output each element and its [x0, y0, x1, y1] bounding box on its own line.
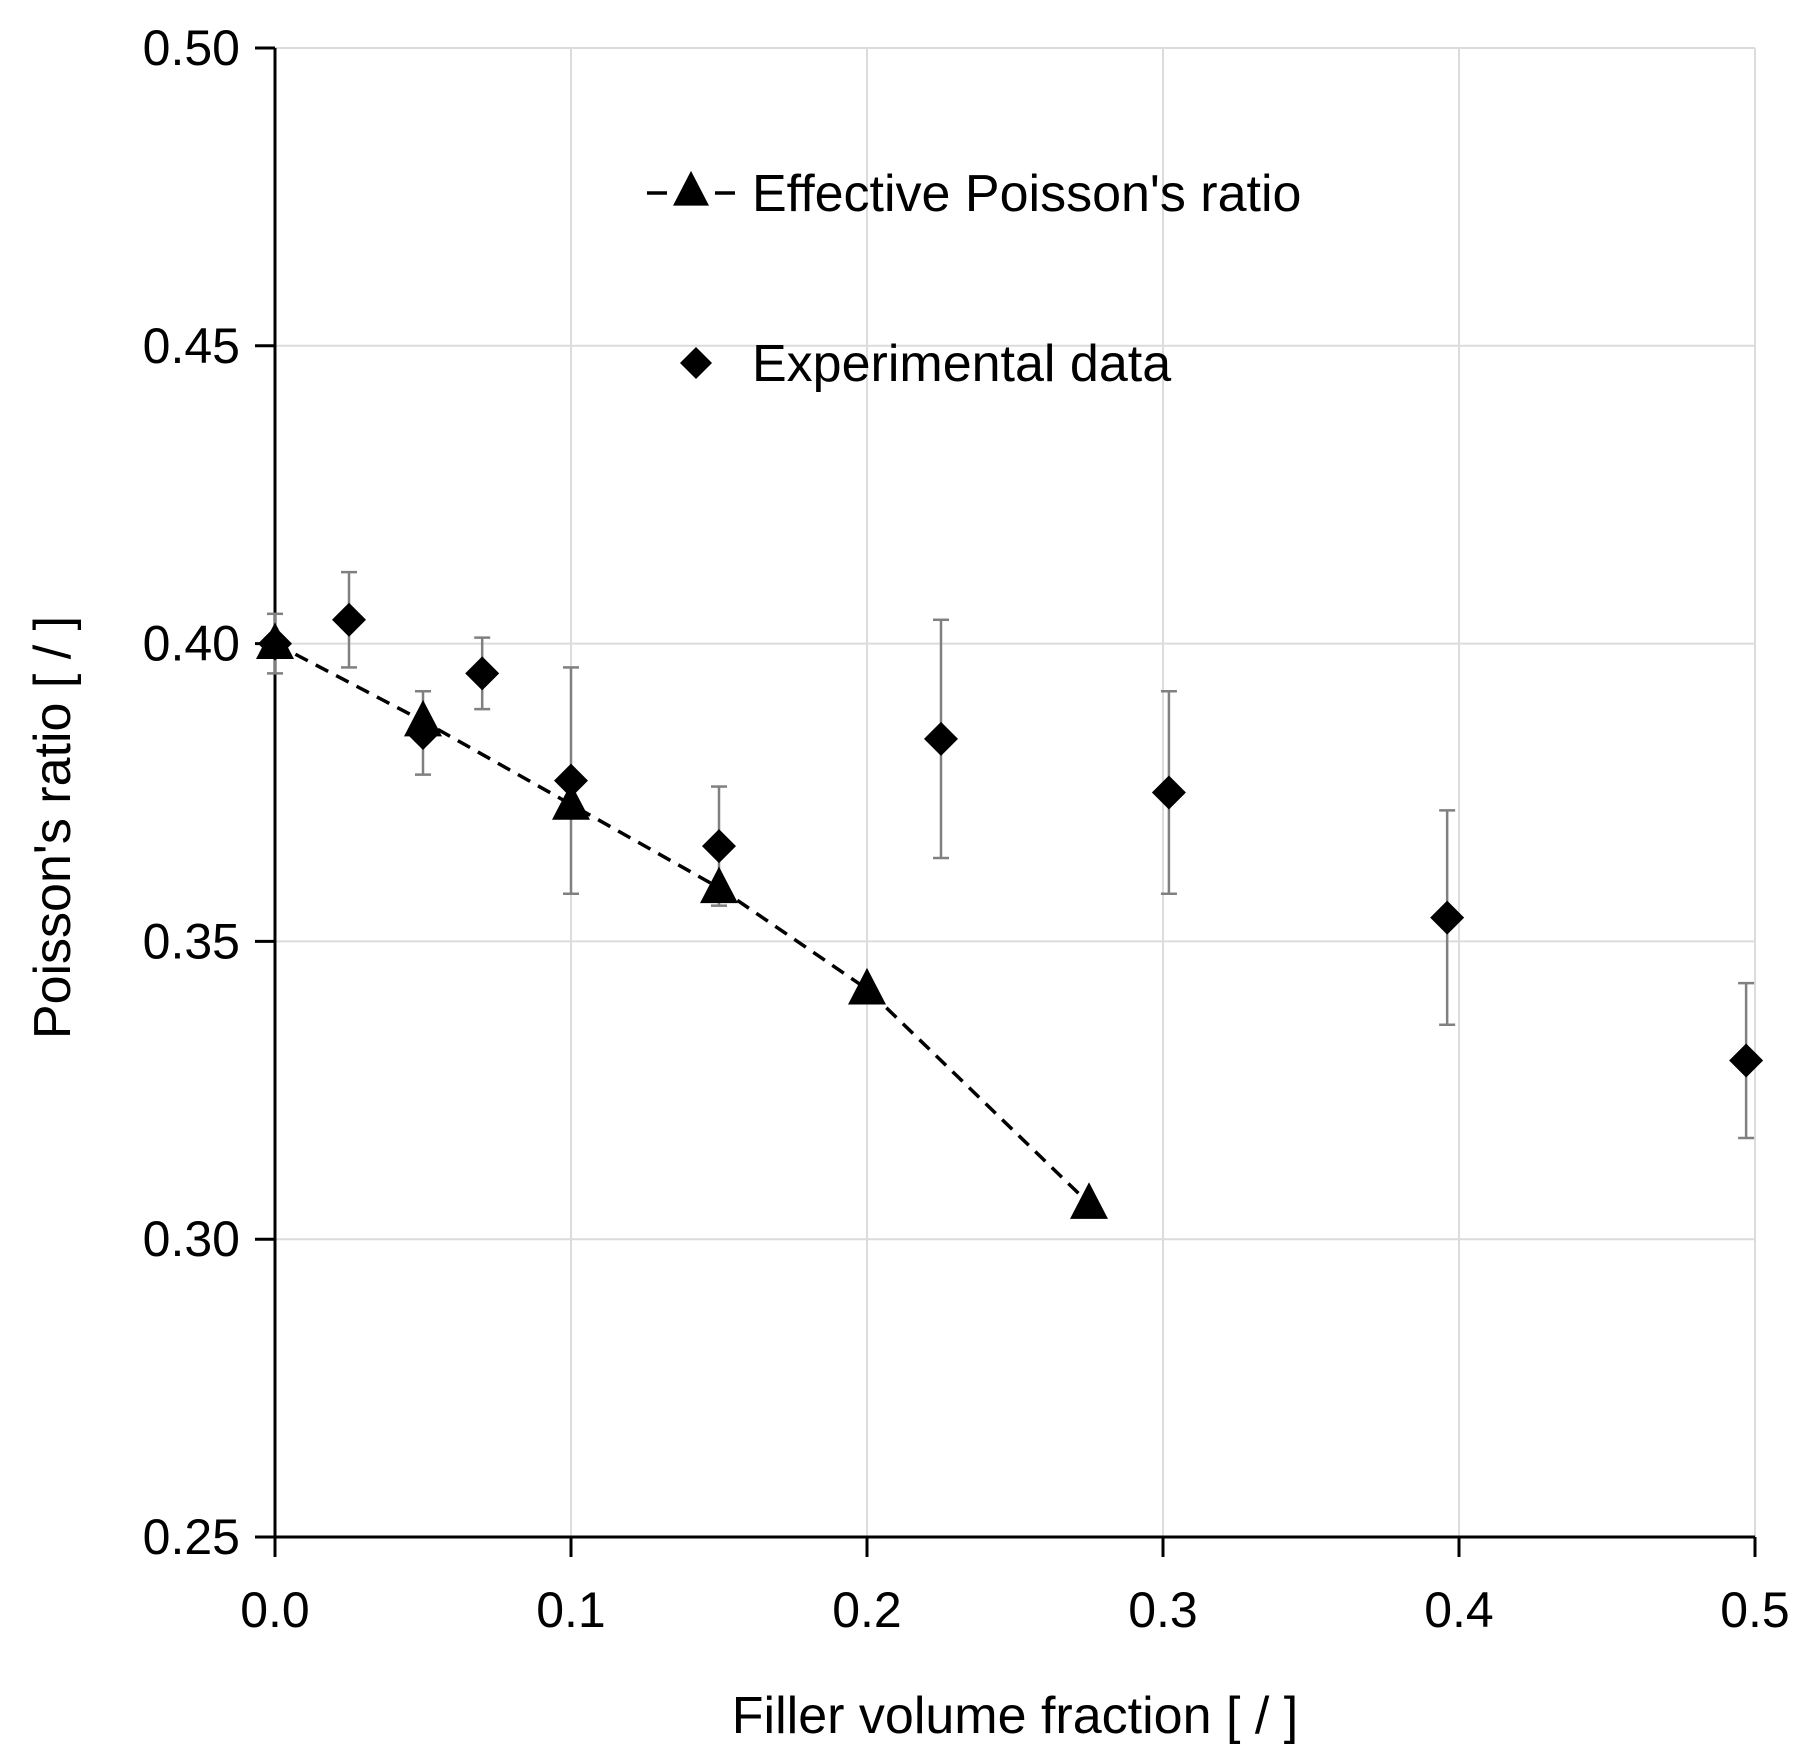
- x-tick-label-4: 0.4: [1424, 1582, 1494, 1638]
- series-lines: [274, 642, 1091, 1205]
- series-effective-line: [274, 642, 1091, 1205]
- x-tick-label-2: 0.2: [832, 1582, 902, 1638]
- experimental-point-0: [258, 626, 292, 661]
- legend-symbol-effective: [647, 170, 735, 206]
- legend-symbol-experimental: [680, 347, 712, 379]
- y-tick-label-4: 0.45: [143, 318, 240, 374]
- tick-labels: 0.25 0.30 0.35 0.40 0.45 0.50 0.0 0.1 0.2 0.3 0.4 0…: [143, 20, 1790, 1638]
- experimental-point-9: [1729, 1043, 1764, 1078]
- legend-label-experimental: Experimental data: [752, 335, 1171, 393]
- effective-point-5: [1070, 1182, 1108, 1219]
- legend-triangle: [673, 170, 709, 206]
- y-tick-label-5: 0.50: [143, 20, 240, 76]
- error-bars: [267, 570, 1755, 1140]
- legend-diamond: [680, 347, 712, 379]
- y-tick-label-0: 0.25: [143, 1509, 240, 1565]
- experimental-point-5: [702, 829, 736, 864]
- x-tick-label-3: 0.3: [1128, 1582, 1198, 1638]
- y-tick-label-2: 0.35: [143, 913, 240, 969]
- legend: Effective Poisson's ratio Experimental d…: [647, 165, 1301, 393]
- data-markers: [256, 602, 1764, 1219]
- y-tick-label-3: 0.40: [143, 616, 240, 672]
- x-tick-label-1: 0.1: [536, 1582, 606, 1638]
- effective-point-4: [848, 967, 886, 1005]
- axes: [255, 46, 1757, 1557]
- x-tick-label-5: 0.5: [1720, 1582, 1790, 1638]
- experimental-point-3: [465, 656, 500, 691]
- experimental-point-2: [406, 715, 440, 750]
- effective-point-2: [552, 783, 590, 820]
- x-axis-title: Filler volume fraction [ / ]: [732, 1687, 1298, 1745]
- experimental-point-6: [924, 721, 958, 756]
- grid-lines: [275, 47, 1756, 1537]
- legend-label-effective: Effective Poisson's ratio: [752, 165, 1301, 223]
- x-tick-label-0: 0.0: [240, 1582, 310, 1638]
- experimental-point-7: [1151, 775, 1186, 810]
- y-tick-label-1: 0.30: [143, 1211, 240, 1267]
- effective-point-3: [700, 866, 738, 904]
- experimental-point-4: [554, 763, 588, 798]
- experimental-point-1: [332, 602, 366, 637]
- experimental-point-8: [1430, 900, 1465, 935]
- y-axis-title: Poisson's ratio [ / ]: [24, 616, 82, 1039]
